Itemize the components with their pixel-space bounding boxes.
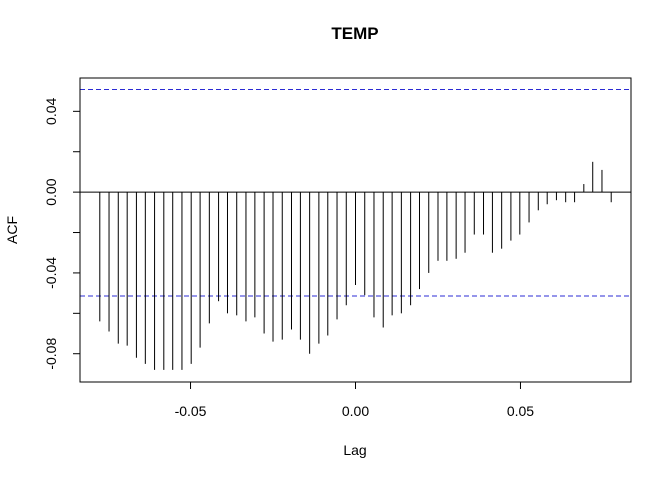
- chart-title: TEMP: [331, 24, 378, 43]
- x-tick-label: 0.00: [342, 403, 369, 419]
- x-axis: -0.05 0.00 0.05: [175, 381, 534, 419]
- x-tick-label: -0.05: [175, 403, 207, 419]
- y-tick-label: -0.08: [43, 338, 59, 370]
- y-tick-label: -0.04: [43, 257, 59, 289]
- x-tick-label: 0.05: [507, 403, 534, 419]
- y-axis: -0.08 -0.04 0.00 0.04: [43, 97, 81, 370]
- plot-area: [79, 77, 632, 383]
- y-tick-label: 0.00: [43, 178, 59, 205]
- y-axis-label: ACF: [4, 216, 20, 244]
- acf-bars: [99, 161, 612, 370]
- x-axis-label: Lag: [343, 442, 366, 458]
- y-tick-label: 0.04: [43, 97, 59, 124]
